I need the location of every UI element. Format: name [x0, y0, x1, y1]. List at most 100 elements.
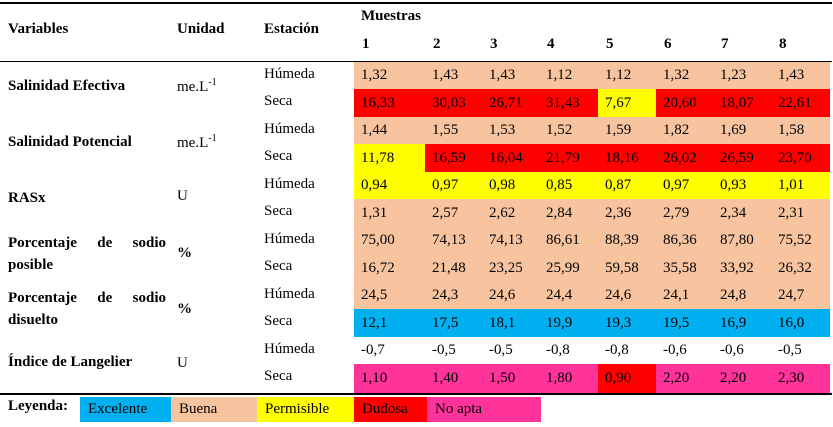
table-cell: 19,5	[656, 309, 713, 337]
sample-header-2: 2	[433, 36, 441, 52]
unit-exponent: -1	[208, 77, 217, 88]
table-cell: 2,20	[713, 364, 771, 393]
table-cell: 1,40	[425, 364, 482, 393]
header-unidad: Unidad	[177, 21, 225, 37]
station-seca: Seca	[264, 258, 293, 274]
variable-indice-langelier: Índice de Langelier	[8, 354, 133, 370]
station-seca: Seca	[264, 313, 293, 329]
table-cell: 2,30	[771, 364, 830, 393]
table-cell: 1,32	[656, 62, 713, 89]
legend-item-dudosa: Dudosa	[354, 397, 427, 422]
table-cell: 1,31	[354, 199, 425, 227]
table-cell: 24,4	[539, 282, 598, 309]
sample-header-1: 1	[362, 36, 370, 52]
table-cell: 35,58	[656, 254, 713, 282]
station-humeda: Húmeda	[264, 286, 315, 302]
table-cell: 18,07	[713, 89, 771, 117]
table-cell: 1,01	[771, 172, 830, 199]
table-cell: 0,98	[482, 172, 539, 199]
table-cell: 0,97	[425, 172, 482, 199]
variable-porcentaje-sodio-disuelto: Porcentaje de sodio disuelto	[8, 287, 166, 331]
table-cell: 25,99	[539, 254, 598, 282]
unit-text: me.L	[177, 79, 209, 95]
top-rule	[0, 2, 832, 4]
station-humeda: Húmeda	[264, 121, 315, 137]
table-cell: 26,59	[713, 144, 771, 172]
variable-rasx: RASx	[8, 190, 46, 206]
station-seca: Seca	[264, 368, 293, 384]
station-humeda: Húmeda	[264, 231, 315, 247]
table-cell: 2,36	[598, 199, 656, 227]
table-cell: 23,25	[482, 254, 539, 282]
unit-exponent: -1	[208, 133, 217, 144]
table-cell: 86,61	[539, 227, 598, 254]
header-variables: Variables	[8, 21, 69, 37]
table-cell: 2,62	[482, 199, 539, 227]
table-cell: 59,58	[598, 254, 656, 282]
table-cell: 0,85	[539, 172, 598, 199]
unit-langelier: U	[177, 355, 188, 371]
table-cell: 74,13	[425, 227, 482, 254]
table-cell: 7,67	[598, 89, 656, 117]
table-cell: 16,04	[482, 144, 539, 172]
variable-porcentaje-sodio-posible: Porcentaje de sodio posible	[8, 232, 166, 276]
table-cell: 24,6	[482, 282, 539, 309]
table-cell: 1,80	[539, 364, 598, 393]
table-cell: 2,84	[539, 199, 598, 227]
variable-line: Porcentaje de sodio	[8, 235, 166, 251]
table-cell: 1,43	[771, 62, 830, 89]
table-cell: 33,92	[713, 254, 771, 282]
station-humeda: Húmeda	[264, 341, 315, 357]
table-cell: 17,5	[425, 309, 482, 337]
header-muestras: Muestras	[361, 8, 421, 24]
sample-header-8: 8	[779, 36, 787, 52]
table-cell: 1,44	[354, 117, 425, 144]
unit-salinidad-efectiva: me.L-1	[177, 77, 217, 96]
table-cell: 0,97	[656, 172, 713, 199]
table-cell: 0,87	[598, 172, 656, 199]
legend-item-no-apta: No apta	[427, 397, 541, 422]
table-cell: 1,32	[354, 62, 425, 89]
station-seca: Seca	[264, 148, 293, 164]
unit-rasx: U	[177, 188, 188, 204]
unit-porcentaje-disuelto: %	[177, 301, 192, 317]
table-cell: 21,79	[539, 144, 598, 172]
table-cell: 1,12	[539, 62, 598, 89]
table-cell: 24,8	[713, 282, 771, 309]
table-cell: 18,16	[598, 144, 656, 172]
table-cell: 1,52	[539, 117, 598, 144]
table-cell: 18,1	[482, 309, 539, 337]
table-cell: 26,32	[771, 254, 830, 282]
variable-line: disuelto	[8, 312, 59, 328]
table-cell: 16,0	[771, 309, 830, 337]
sample-header-5: 5	[606, 36, 614, 52]
table-cell: -0,8	[539, 337, 598, 364]
table-cell: 24,7	[771, 282, 830, 309]
legend-item-permisible: Permisible	[257, 397, 354, 422]
table-cell: 1,43	[482, 62, 539, 89]
table-cell: 2,79	[656, 199, 713, 227]
table-cell: 31,43	[539, 89, 598, 117]
legend-item-excelente: Excelente	[80, 397, 171, 422]
table-cell: 1,50	[482, 364, 539, 393]
unit-porcentaje-posible: %	[177, 245, 192, 261]
header-estacion: Estación	[264, 21, 320, 37]
table-cell: 1,23	[713, 62, 771, 89]
variable-salinidad-potencial: Salinidad Potencial	[8, 134, 132, 150]
table-cell: 30,03	[425, 89, 482, 117]
sample-header-6: 6	[664, 36, 672, 52]
table-cell: 16,59	[425, 144, 482, 172]
table-cell: 87,80	[713, 227, 771, 254]
table-cell: 1,82	[656, 117, 713, 144]
table-cell: 1,69	[713, 117, 771, 144]
table-cell: 75,00	[354, 227, 425, 254]
station-humeda: Húmeda	[264, 66, 315, 82]
legend-title: Leyenda:	[8, 398, 68, 414]
table-cell: 24,5	[354, 282, 425, 309]
table-cell: -0,5	[771, 337, 830, 364]
table-cell: -0,6	[656, 337, 713, 364]
variable-line: posible	[8, 257, 54, 273]
table-cell: 16,72	[354, 254, 425, 282]
table-cell: 24,1	[656, 282, 713, 309]
table-cell: 2,57	[425, 199, 482, 227]
